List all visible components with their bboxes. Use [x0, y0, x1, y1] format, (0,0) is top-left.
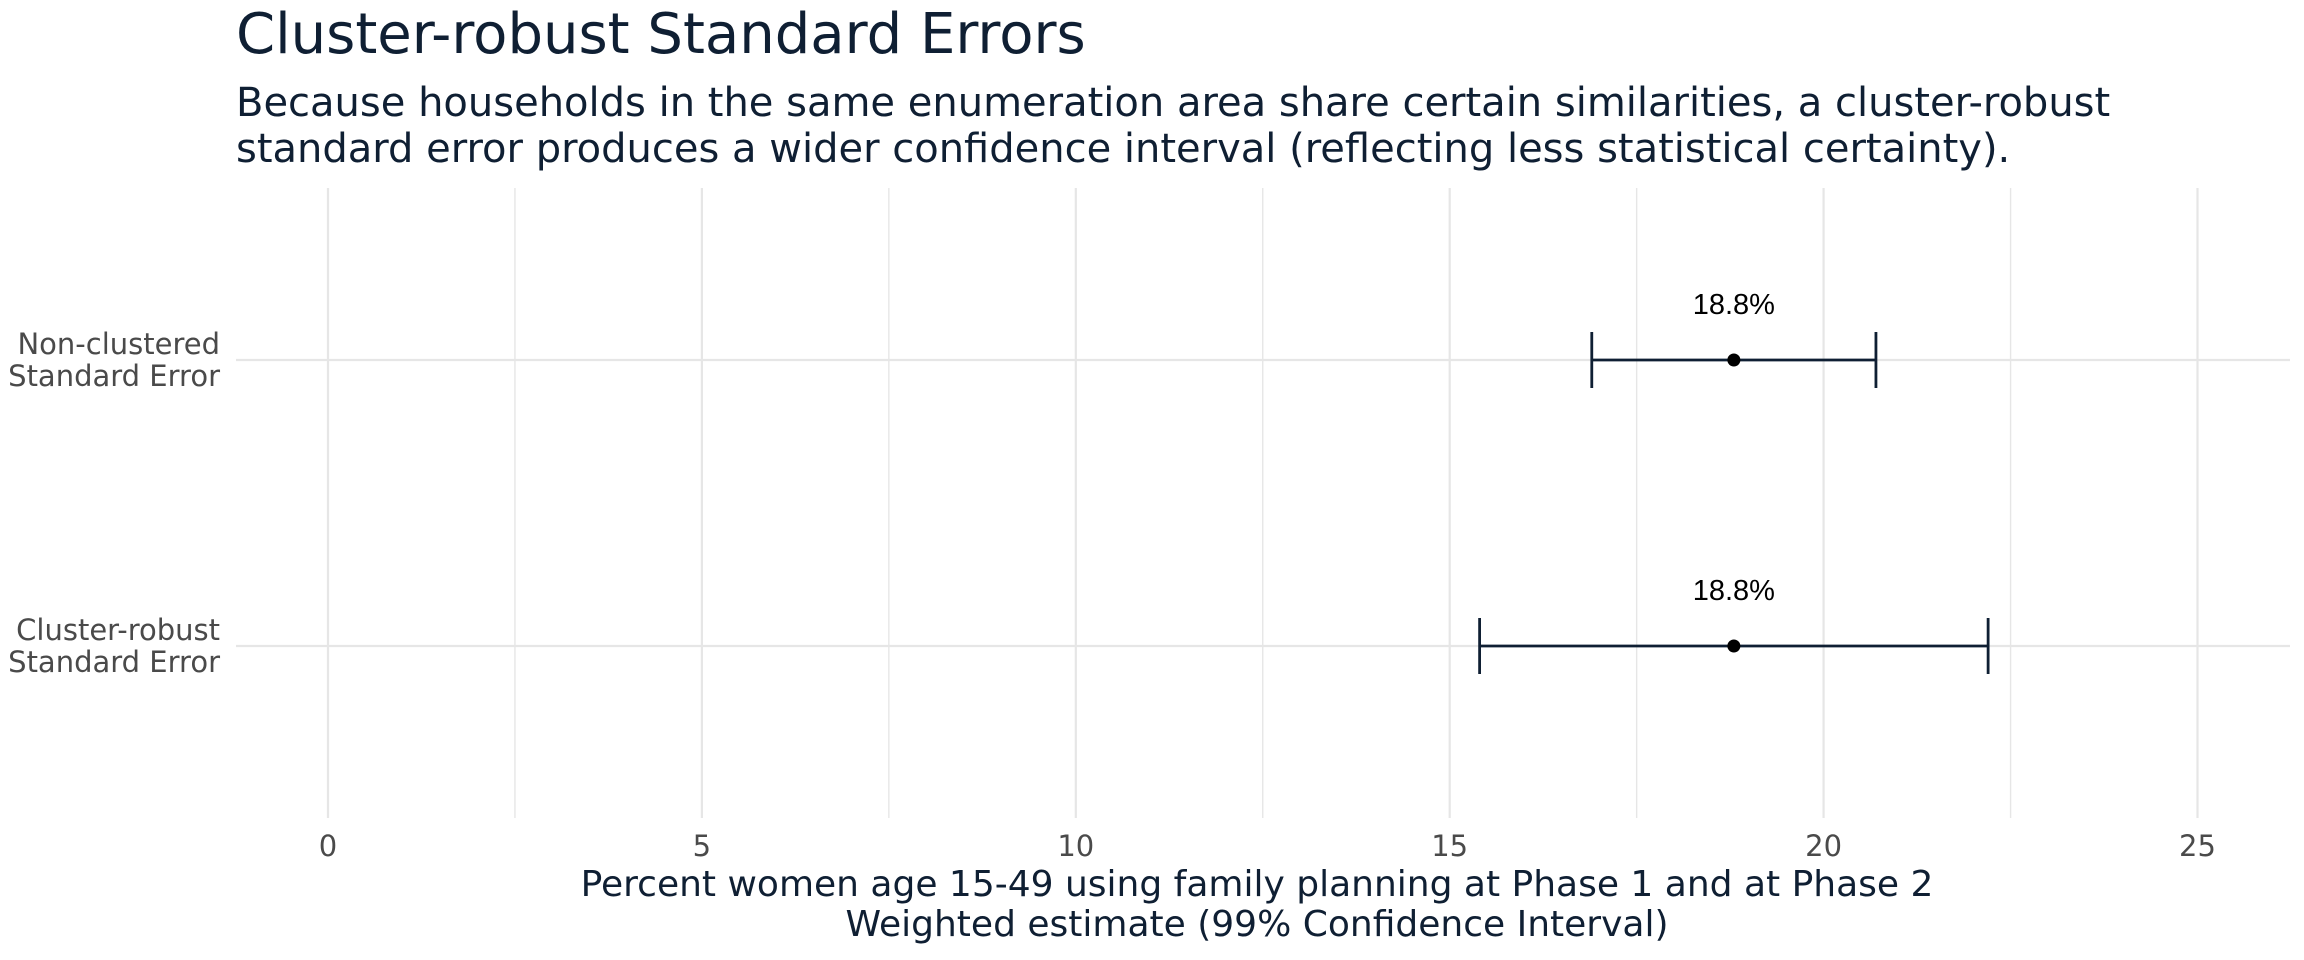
- data-label: 18.8%: [1693, 575, 1775, 607]
- x-tick-label: 10: [1057, 829, 1094, 863]
- subtitle-line-2: standard error produces a wider confiden…: [236, 126, 2011, 172]
- errorbar-group: 18.8%: [1478, 575, 1990, 674]
- x-tick-label: 25: [2179, 829, 2216, 863]
- y-tick-label: Cluster-robust Standard Error: [8, 613, 220, 679]
- x-axis-title-line: Weighted estimate (99% Confidence Interv…: [846, 904, 1669, 945]
- chart-title: Cluster-robust Standard Errors: [236, 2, 1086, 67]
- subtitle-line-1: Because households in the same enumerati…: [236, 80, 2111, 126]
- errorbar-marks: 18.8% 18.8%: [1478, 289, 1990, 674]
- y-tick-label-line: Standard Error: [8, 359, 220, 393]
- y-axis-ticks: Non-clustered Standard ErrorCluster-robus…: [8, 327, 220, 679]
- x-axis-title-line: Percent women age 15-49 using family pla…: [581, 864, 1934, 905]
- estimate-point: [1727, 639, 1741, 653]
- x-tick-label: 15: [1431, 829, 1468, 863]
- y-tick-label-line: Standard Error: [8, 645, 220, 679]
- x-tick-label: 0: [319, 829, 337, 863]
- chart-subtitle: Because households in the same enumerati…: [236, 80, 2110, 172]
- y-tick-label-line: Non-clustered: [17, 327, 220, 361]
- errorbar-group: 18.8%: [1590, 289, 1878, 388]
- estimate-point: [1727, 353, 1741, 367]
- x-axis-ticks: 0 5 10 15 20 25: [319, 829, 2216, 863]
- x-tick-label: 5: [693, 829, 711, 863]
- y-tick-label: Non-clustered Standard Error: [8, 327, 220, 393]
- x-axis-title: Percent women age 15-49 using family pla…: [581, 864, 1934, 945]
- gridlines: [236, 188, 2290, 818]
- data-label: 18.8%: [1693, 289, 1775, 321]
- y-tick-label-line: Cluster-robust: [16, 613, 220, 647]
- x-tick-label: 20: [1805, 829, 1842, 863]
